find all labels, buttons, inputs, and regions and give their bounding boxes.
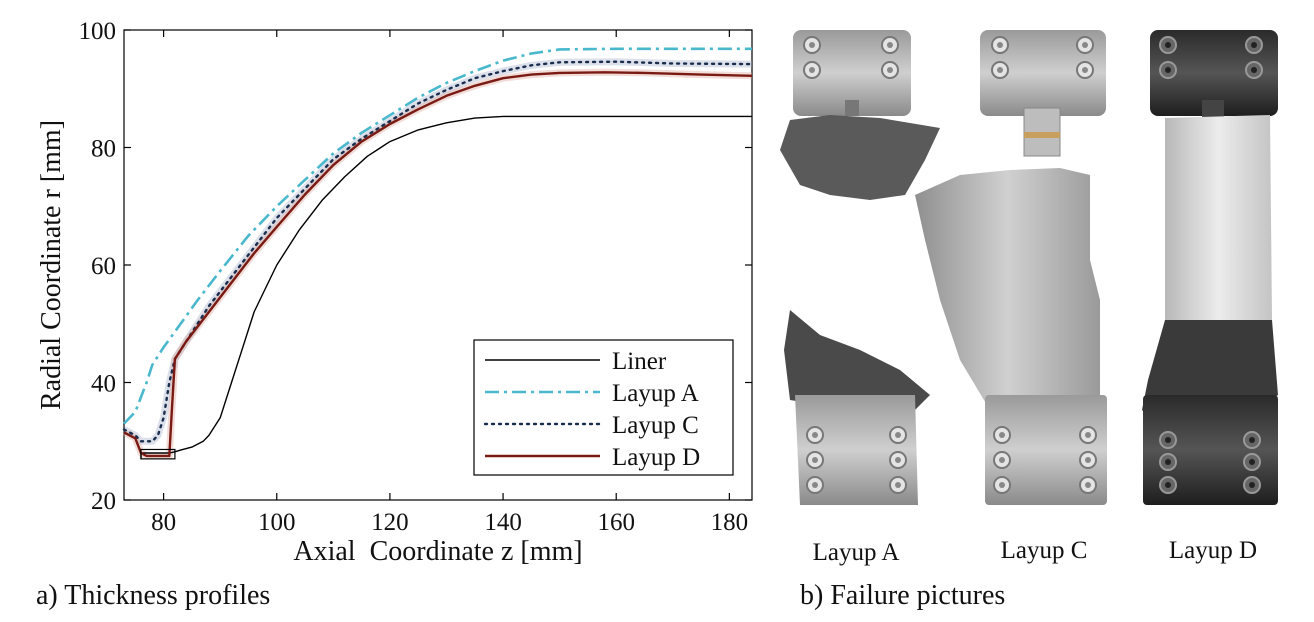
photo-label-layup-a: Layup A (813, 539, 900, 566)
bolt-center (1249, 482, 1255, 488)
bolt-center (812, 482, 818, 488)
legend: Liner Layup A Layup C Layup D (473, 339, 734, 476)
bolt-center (997, 67, 1003, 73)
y-tick-label: 60 (91, 253, 116, 280)
bolt-center (999, 432, 1005, 438)
y-tick-label: 20 (91, 488, 116, 515)
bolt-center (1165, 437, 1171, 443)
bolt-center (1085, 432, 1091, 438)
axis-ticks: 80 100 120 140 160 180 20 40 60 80 100 (79, 18, 752, 536)
legend-label: Layup D (612, 444, 700, 471)
caption-right: b) Failure pictures (800, 580, 1005, 611)
x-tick-label: 80 (151, 509, 176, 536)
failure-photo-layup-d (1142, 30, 1278, 505)
fracture-bottom-a (784, 310, 930, 410)
x-tick-label: 100 (258, 509, 296, 536)
x-axis-label: Axial Coordinate z [mm] (293, 536, 582, 567)
caption-left: a) Thickness profiles (36, 580, 270, 611)
failure-photo-layup-c (915, 30, 1107, 505)
series-curves (122, 47, 754, 460)
bolt-center (1251, 42, 1257, 48)
bolt-center (809, 42, 815, 48)
bolt-center (1082, 67, 1088, 73)
thickness-profile-chart: 80 100 120 140 160 180 20 40 60 80 100 Radial Coor… (36, 18, 754, 567)
series-line-layup-c (122, 60, 754, 443)
bolt-center (1082, 42, 1088, 48)
fracture-top-a (780, 115, 940, 200)
bolt-center (1085, 482, 1091, 488)
bolt-center (1085, 457, 1091, 463)
series-line-liner (140, 115, 752, 459)
bolt-center (1249, 459, 1255, 465)
series-line-layup-d (123, 71, 753, 458)
grip-top-a (793, 30, 911, 116)
bolt-center (1249, 437, 1255, 443)
failure-photo-layup-a (780, 30, 940, 505)
photo-label-layup-c: Layup C (1001, 537, 1088, 564)
fracture-zone-c (915, 168, 1100, 410)
bolt-center (812, 432, 818, 438)
bolt-center (1165, 67, 1171, 73)
bolt-center (895, 457, 901, 463)
x-tick-label: 180 (711, 509, 749, 536)
bolt-center (809, 67, 815, 73)
x-tick-label: 140 (484, 509, 522, 536)
legend-box (473, 339, 734, 476)
bolt-center (1165, 459, 1171, 465)
legend-label: Liner (612, 348, 667, 375)
grip-bottom-a (795, 395, 918, 505)
grip-bottom-c (985, 395, 1107, 505)
legend-label: Layup C (612, 412, 699, 439)
bolt-center (1165, 482, 1171, 488)
bolt-center (997, 42, 1003, 48)
bolt-center (895, 482, 901, 488)
photo-label-layup-d: Layup D (1169, 537, 1257, 564)
bolt-center (887, 42, 893, 48)
grip-top-d (1150, 30, 1278, 116)
y-tick-label: 100 (79, 18, 117, 45)
legend-label: Layup A (612, 380, 699, 407)
bolt-center (887, 67, 893, 73)
bolt-center (812, 457, 818, 463)
grip-top-c (980, 30, 1106, 116)
bolt-center (999, 457, 1005, 463)
intact-tube-d (1165, 115, 1272, 320)
grip-bottom-d (1143, 395, 1278, 505)
bolt-center (895, 432, 901, 438)
x-tick-label: 160 (597, 509, 635, 536)
y-axis-label: Radial Coordinate r [mm] (36, 120, 67, 410)
y-tick-label: 80 (91, 136, 116, 163)
bolt-center (999, 482, 1005, 488)
y-tick-label: 40 (91, 371, 116, 398)
bolt-center (1251, 67, 1257, 73)
x-tick-label: 120 (371, 509, 409, 536)
series-line-layup-a (123, 47, 752, 425)
bolt-center (1165, 42, 1171, 48)
grip-bolts (803, 36, 1263, 494)
notch-outline (140, 448, 176, 460)
